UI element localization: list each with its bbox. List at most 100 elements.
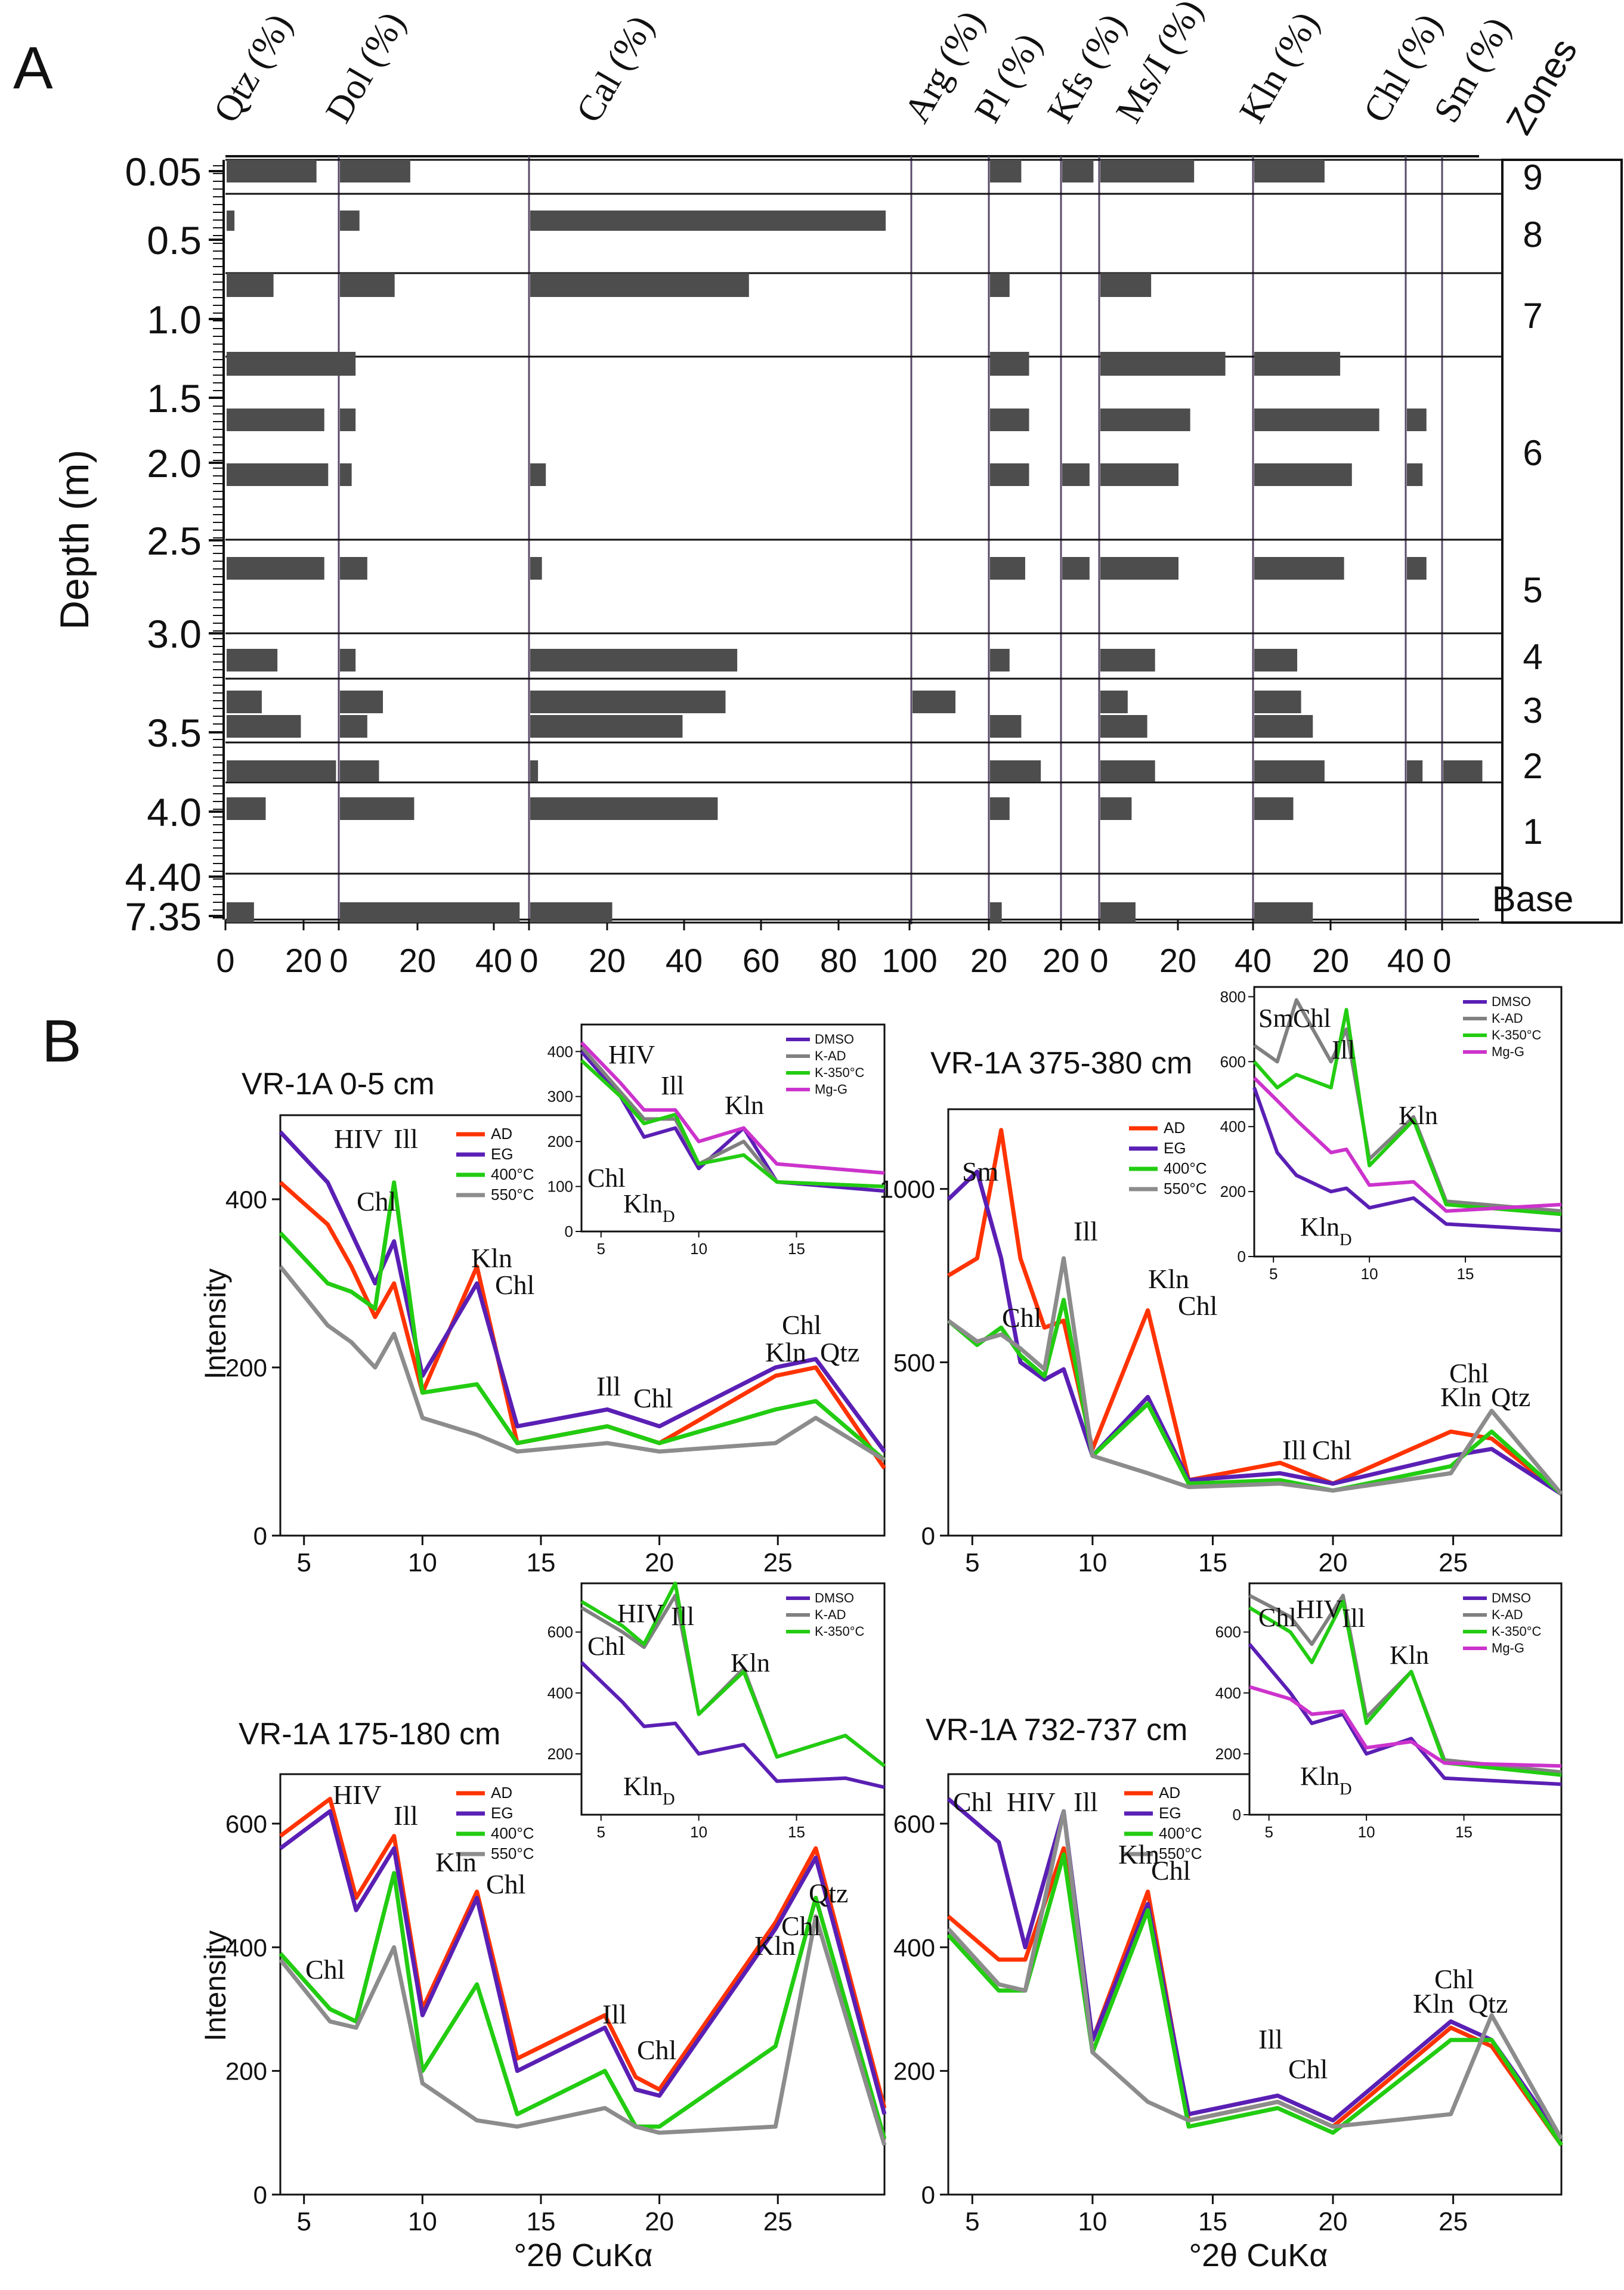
legend-label: 550°C xyxy=(1159,1845,1202,1862)
series-line xyxy=(279,1809,887,2115)
x-tick-label: 10 xyxy=(408,2207,437,2236)
inset-y-tick-label: 600 xyxy=(1215,1623,1241,1641)
bar-cal xyxy=(530,463,546,486)
column-header: Dol (%) xyxy=(318,5,413,129)
y-tick-label: 600 xyxy=(893,1810,935,1838)
inset-legend-label: Mg-G xyxy=(815,1082,847,1097)
inset-y-tick-label: 300 xyxy=(547,1088,573,1106)
column-tick-label: 20 xyxy=(285,942,322,979)
legend-label: EG xyxy=(491,1804,514,1822)
bar-dol xyxy=(340,649,356,671)
peak-label: Kln xyxy=(765,1337,806,1367)
column-tick-label: 20 xyxy=(1043,942,1079,979)
bar-dol xyxy=(340,902,520,923)
y-tick-label: 0 xyxy=(253,2181,267,2209)
peak-label: Ill xyxy=(394,1800,418,1831)
zone-label: 1 xyxy=(1523,812,1542,852)
inset-legend-label: DMSO xyxy=(1492,1590,1531,1605)
y-tick-label: 500 xyxy=(893,1348,935,1376)
plot-title: VR-1A 732-737 cm xyxy=(926,1713,1187,1747)
x-tick-label: 15 xyxy=(527,2207,556,2236)
bar-kln xyxy=(1254,352,1341,376)
inset-peak-label: Kln xyxy=(1390,1641,1429,1670)
bar-dol xyxy=(340,160,410,182)
bar-pl xyxy=(990,160,1022,182)
inset-series-line xyxy=(1248,1599,1562,1777)
bar-qtz xyxy=(227,211,235,231)
inset-x-tick-label: 15 xyxy=(788,1240,805,1258)
bar-dol xyxy=(340,557,367,580)
series-line xyxy=(279,1130,886,1453)
series-line xyxy=(947,1128,1563,1496)
column-tick-label: 0 xyxy=(216,942,234,979)
inset-peak-label: Chl xyxy=(587,1632,626,1661)
x-tick-label: 25 xyxy=(763,1548,793,1577)
series-line xyxy=(279,1265,886,1462)
bar-ms-i xyxy=(1100,352,1226,376)
bar-kln xyxy=(1254,557,1344,580)
x-tick-label: 5 xyxy=(965,2207,979,2236)
x-tick-label: 25 xyxy=(1439,2207,1468,2236)
inset-plot: 5 10 15 0 200 400 600 800 DMSO K-AD K-350°C Mg-G Sm C… xyxy=(1220,986,1563,1283)
inset-peak-label: Kln xyxy=(1399,1101,1438,1130)
zone-label: 3 xyxy=(1523,691,1542,731)
inset-legend-label: DMSO xyxy=(1492,994,1531,1009)
inset-series-line xyxy=(580,1041,885,1175)
bar-dol xyxy=(340,760,379,782)
y-tick-label: 200 xyxy=(893,2057,935,2085)
peak-label: HIV xyxy=(334,1124,383,1154)
bar-pl xyxy=(990,797,1010,820)
y-tick-label: 0 xyxy=(921,2181,935,2209)
bar-qtz xyxy=(227,160,317,182)
inset-peak-label: HIV xyxy=(1296,1595,1342,1624)
bar-kln xyxy=(1254,409,1379,431)
panel-b-label: B xyxy=(42,1008,82,1075)
peak-label: Ill xyxy=(1282,1435,1307,1465)
inset-frame xyxy=(1248,1582,1563,1816)
inset-peak-label: HIV xyxy=(617,1599,664,1628)
y-tick-label: 400 xyxy=(893,1933,935,1961)
inset-series-line xyxy=(1252,1087,1562,1233)
bar-qtz xyxy=(227,902,254,923)
depth-tick-label: 4.40 xyxy=(125,855,202,899)
peak-label: Kln xyxy=(471,1243,512,1273)
peak-label: Chl xyxy=(1288,2054,1328,2084)
inset-legend-label: K-350°C xyxy=(1492,1028,1542,1042)
bar-cal xyxy=(530,715,683,738)
inset-y-tick-label: 400 xyxy=(1220,1118,1246,1135)
peak-label: Kln xyxy=(1118,1839,1159,1870)
legend-label: EG xyxy=(1159,1804,1181,1822)
x-tick-label: 10 xyxy=(1078,1548,1107,1577)
series-line xyxy=(279,1871,887,2140)
x-tick-label: 20 xyxy=(1319,1548,1348,1577)
inset-frame xyxy=(580,1023,886,1233)
legend-label: AD xyxy=(1159,1784,1180,1802)
bar-ms-i xyxy=(1100,760,1155,782)
inset-peak-label: Chl xyxy=(1258,1603,1297,1632)
bar-dol xyxy=(340,691,383,713)
inset-y-tick-label: 800 xyxy=(1220,988,1246,1005)
peak-label: Chl xyxy=(357,1186,396,1217)
plot-title: VR-1A 0-5 cm xyxy=(242,1067,435,1101)
bar-chl xyxy=(1407,557,1427,580)
peak-label: Chl xyxy=(305,1954,345,1985)
bar-dol xyxy=(340,409,356,431)
inset-legend-label: K-AD xyxy=(815,1048,846,1063)
inset-y-tick-label: 600 xyxy=(1220,1053,1246,1070)
x-tick-label: 20 xyxy=(645,2207,674,2236)
inset-peak-label: Kln xyxy=(731,1648,770,1678)
series-line xyxy=(946,1298,1563,1496)
peak-label: Kln xyxy=(435,1847,477,1877)
inset-legend-label: DMSO xyxy=(815,1032,854,1047)
column-tick-label: 0 xyxy=(1090,942,1108,979)
inset-y-tick-label: 400 xyxy=(1215,1684,1241,1702)
inset-y-tick-label: 400 xyxy=(547,1042,573,1060)
inset-y-tick-label: 200 xyxy=(1220,1183,1246,1200)
inset-legend-label: K-AD xyxy=(815,1607,846,1622)
bar-ms-i xyxy=(1100,797,1132,820)
inset-legend-label: DMSO xyxy=(815,1590,854,1605)
bar-qtz xyxy=(227,352,348,376)
bar-dol xyxy=(340,797,414,820)
series-line xyxy=(946,1256,1563,1496)
peak-label: Ill xyxy=(1074,1216,1098,1246)
